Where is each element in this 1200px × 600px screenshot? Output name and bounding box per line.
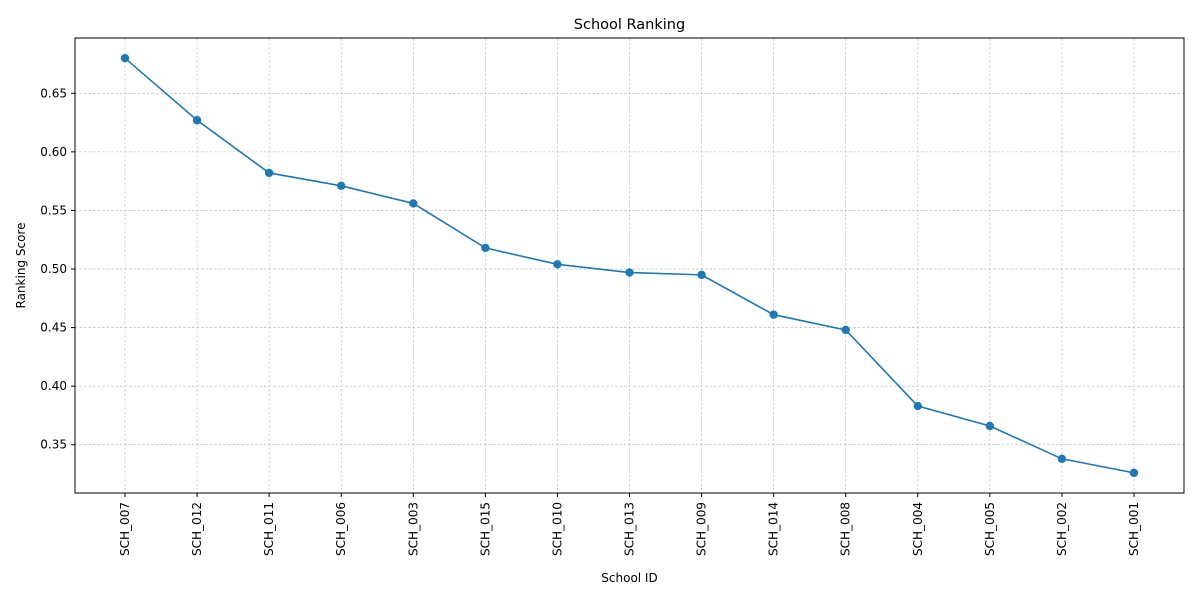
data-point — [769, 310, 778, 319]
x-tick-label: SCH_013 — [623, 502, 637, 556]
y-tick-label: 0.40 — [40, 379, 67, 393]
x-axis: SCH_007 SCH_012 SCH_011 SCH_006 SCH_003 SCH_0… — [118, 493, 1141, 556]
data-point — [697, 270, 706, 280]
x-tick-label: SCH_012 — [190, 502, 204, 556]
x-tick-label: SCH_010 — [550, 502, 564, 556]
y-axis: 0.35 0.40 0.45 0.50 0.55 0.60 0.65 — [40, 86, 75, 452]
x-tick-label: SCH_007 — [118, 502, 132, 556]
y-tick-label: 0.35 — [40, 438, 67, 452]
data-point — [1057, 454, 1067, 463]
data-point — [1129, 468, 1139, 478]
data-point — [409, 199, 418, 208]
data-point — [337, 181, 346, 191]
y-axis-title: Ranking Score — [14, 223, 28, 309]
y-tick-label: 0.60 — [40, 145, 67, 159]
x-tick-label: SCH_001 — [1127, 502, 1141, 556]
x-tick-label: SCH_009 — [695, 502, 709, 556]
data-point — [264, 168, 274, 178]
x-tick-label: SCH_014 — [767, 502, 781, 556]
data-point — [120, 53, 130, 63]
data-point — [553, 260, 562, 269]
x-tick-label: SCH_004 — [911, 502, 925, 556]
x-tick-label: SCH_011 — [262, 502, 276, 556]
series-layer — [120, 53, 1139, 478]
x-tick-label: SCH_005 — [983, 502, 997, 556]
y-tick-label: 0.55 — [40, 203, 67, 217]
data-point — [192, 116, 202, 125]
data-point — [481, 243, 490, 253]
y-tick-label: 0.65 — [40, 86, 67, 100]
x-tick-label: SCH_002 — [1055, 502, 1069, 556]
x-tick-label: SCH_003 — [406, 502, 420, 556]
y-tick-label: 0.50 — [40, 262, 67, 276]
data-point — [841, 325, 850, 335]
x-tick-label: SCH_008 — [839, 502, 853, 556]
x-axis-title: School ID — [601, 571, 657, 585]
x-tick-label: SCH_015 — [478, 502, 492, 556]
y-tick-label: 0.45 — [40, 321, 67, 335]
x-tick-label: SCH_006 — [334, 502, 348, 556]
data-point — [625, 268, 634, 277]
chart-title: School Ranking — [574, 17, 685, 33]
data-point — [913, 401, 922, 411]
data-point — [985, 421, 995, 431]
